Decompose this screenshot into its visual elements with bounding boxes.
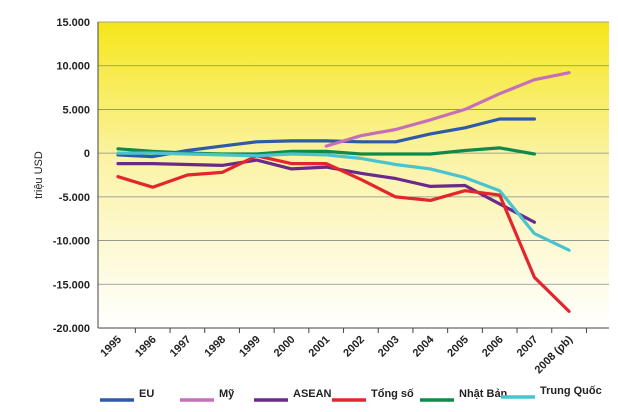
y-tick-label: -15.000 xyxy=(53,279,90,291)
x-tick-label: 2008 (ƿb) xyxy=(533,333,576,376)
x-tick-label: 1996 xyxy=(133,334,159,360)
x-tick-label: 2006 xyxy=(480,334,506,360)
y-tick-label: -10.000 xyxy=(53,236,90,248)
x-tick-label: 1995 xyxy=(98,334,124,360)
y-tick-label: -5.000 xyxy=(59,192,90,204)
y-tick-label: 5.000 xyxy=(62,104,90,116)
x-tick-label: 2000 xyxy=(272,334,298,360)
y-tick-label: 15.000 xyxy=(56,17,90,29)
legend-label-0: EU xyxy=(139,388,154,400)
legend-label-3: Tổng số xyxy=(371,388,414,400)
y-tick-label: -20.000 xyxy=(53,323,90,335)
x-tick-label: 1999 xyxy=(237,334,263,360)
series-line-0 xyxy=(116,117,536,159)
legend-label-4: Nhật Bản xyxy=(459,388,508,400)
x-tick-label: 2001 xyxy=(307,334,333,360)
x-tick-label: 1998 xyxy=(202,334,228,360)
y-tick-label: 0 xyxy=(84,148,90,160)
y-tick-label: 10.000 xyxy=(56,61,90,73)
legend: EU Mỹ ASEAN Tổng số Nhật Bản Trung Quốc xyxy=(100,385,602,402)
series-line-2 xyxy=(116,158,536,224)
x-tick-label: 2003 xyxy=(376,334,402,360)
series-lines xyxy=(116,71,571,313)
x-tick-label: 1997 xyxy=(168,334,194,360)
x-tick-label: 2007 xyxy=(515,334,541,360)
x-tick-label: 2002 xyxy=(341,334,367,360)
series-line-3 xyxy=(116,154,571,313)
x-tick-label: 2005 xyxy=(445,334,471,360)
series-line-5 xyxy=(116,151,571,252)
x-tick-labels: 1995 1996 1997 1998 1999 2000 2001 2002 2003 2004… xyxy=(98,333,575,376)
legend-label-5: Trung Quốc xyxy=(540,385,602,397)
x-tick-label: 2004 xyxy=(411,333,437,359)
axes xyxy=(97,22,609,333)
series-line-1 xyxy=(324,71,571,148)
legend-label-2: ASEAN xyxy=(293,388,332,400)
y-axis-label: triệu USD xyxy=(33,151,45,199)
y-tick-labels: 15.000 10.000 5.000 0 -5.000 -10.000 -15.000 -2… xyxy=(53,17,90,335)
legend-label-1: Mỹ xyxy=(219,388,235,400)
